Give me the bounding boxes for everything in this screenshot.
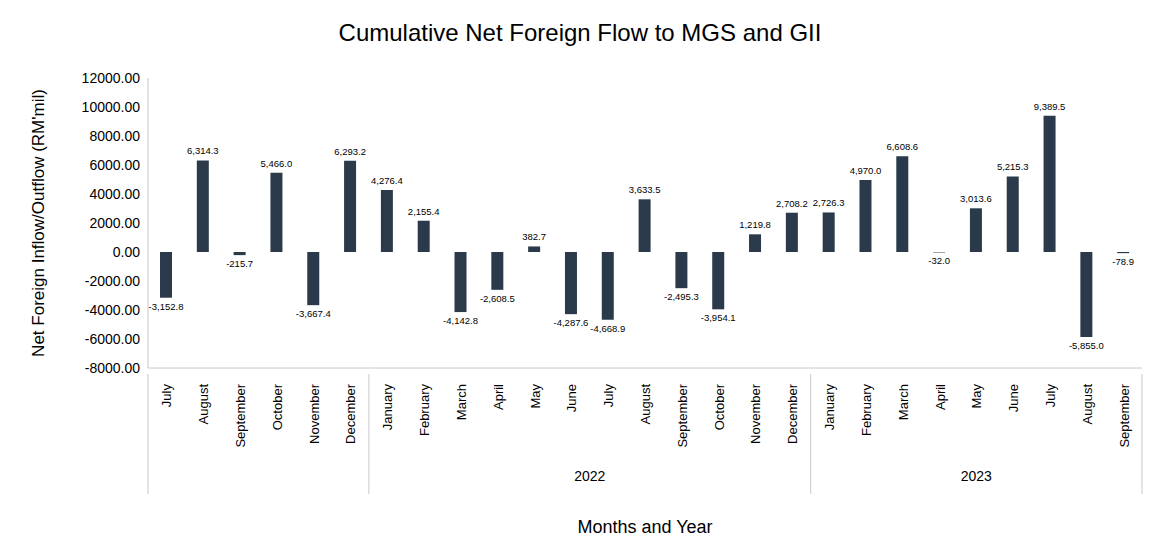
svg-text:October: October — [270, 383, 285, 430]
svg-text:-8000.00: -8000.00 — [85, 360, 140, 376]
svg-text:-6000.00: -6000.00 — [85, 331, 140, 347]
svg-text:March: March — [454, 384, 469, 420]
svg-text:-4,287.6: -4,287.6 — [554, 317, 589, 328]
svg-text:6000.00: 6000.00 — [89, 157, 140, 173]
svg-text:2,155.4: 2,155.4 — [408, 206, 440, 217]
svg-text:-215.7: -215.7 — [226, 258, 253, 269]
svg-text:9,389.5: 9,389.5 — [1034, 101, 1066, 112]
svg-text:August: August — [1080, 384, 1095, 425]
svg-text:6,314.3: 6,314.3 — [187, 145, 219, 156]
svg-text:-78.9: -78.9 — [1112, 256, 1134, 267]
svg-text:February: February — [417, 384, 432, 437]
svg-text:June: June — [1006, 384, 1021, 412]
svg-text:January: January — [822, 384, 837, 431]
svg-text:November: November — [307, 383, 322, 444]
svg-text:-3,954.1: -3,954.1 — [701, 312, 736, 323]
svg-text:May: May — [528, 384, 543, 409]
svg-text:0.00: 0.00 — [113, 244, 140, 260]
svg-text:2023: 2023 — [961, 468, 992, 484]
svg-text:-4,142.8: -4,142.8 — [443, 315, 478, 326]
svg-text:2,708.2: 2,708.2 — [776, 198, 808, 209]
svg-text:July: July — [601, 384, 616, 408]
svg-text:4000.00: 4000.00 — [89, 186, 140, 202]
svg-text:August: August — [196, 384, 211, 425]
svg-text:5,215.3: 5,215.3 — [997, 161, 1029, 172]
svg-text:12000.00: 12000.00 — [82, 70, 141, 86]
svg-text:-5,855.0: -5,855.0 — [1069, 340, 1104, 351]
svg-text:8000.00: 8000.00 — [89, 128, 140, 144]
svg-text:September: September — [233, 383, 248, 447]
svg-text:Months and Year: Months and Year — [577, 517, 712, 537]
html-text:Cumulative Net Foreign Flow to: Cumulative Net Foreign Flow to MGS and G… — [338, 19, 822, 46]
svg-text:-2,495.3: -2,495.3 — [664, 291, 699, 302]
svg-text:6,293.2: 6,293.2 — [334, 146, 366, 157]
svg-text:382.7: 382.7 — [522, 231, 546, 242]
svg-text:July: July — [1043, 384, 1058, 408]
svg-text:February: February — [859, 384, 874, 437]
svg-text:April: April — [933, 384, 948, 410]
svg-text:-2000.00: -2000.00 — [85, 273, 140, 289]
svg-text:March: March — [896, 384, 911, 420]
svg-text:June: June — [564, 384, 579, 412]
svg-text:July: July — [159, 384, 174, 408]
svg-text:-4,668.9: -4,668.9 — [590, 323, 625, 334]
svg-text:November: November — [748, 383, 763, 444]
svg-text:-3,152.8: -3,152.8 — [149, 301, 184, 312]
svg-text:10000.00: 10000.00 — [82, 99, 141, 115]
svg-text:-4000.00: -4000.00 — [85, 302, 140, 318]
svg-text:January: January — [380, 384, 395, 431]
svg-text:September: September — [1117, 383, 1132, 447]
svg-text:4,970.0: 4,970.0 — [850, 165, 882, 176]
svg-text:May: May — [969, 384, 984, 409]
svg-text:4,276.4: 4,276.4 — [371, 175, 403, 186]
svg-text:October: October — [712, 383, 727, 430]
svg-text:April: April — [491, 384, 506, 410]
svg-text:-2,608.5: -2,608.5 — [480, 293, 515, 304]
svg-text:2000.00: 2000.00 — [89, 215, 140, 231]
svg-text:September: September — [675, 383, 690, 447]
svg-text:2022: 2022 — [574, 468, 605, 484]
svg-text:Net Foreign Inflow/Outflow (RM: Net Foreign Inflow/Outflow (RM'mil) — [29, 89, 48, 357]
svg-text:August: August — [638, 384, 653, 425]
svg-text:5,466.0: 5,466.0 — [261, 158, 293, 169]
svg-text:-32.0: -32.0 — [928, 255, 950, 266]
svg-text:6,608.6: 6,608.6 — [886, 141, 918, 152]
svg-text:3,013.6: 3,013.6 — [960, 193, 992, 204]
svg-text:-3,667.4: -3,667.4 — [296, 308, 331, 319]
svg-text:3,633.5: 3,633.5 — [629, 184, 661, 195]
svg-text:1,219.8: 1,219.8 — [739, 219, 771, 230]
svg-text:2,726.3: 2,726.3 — [813, 197, 845, 208]
svg-text:December: December — [785, 383, 800, 444]
svg-text:December: December — [343, 383, 358, 444]
